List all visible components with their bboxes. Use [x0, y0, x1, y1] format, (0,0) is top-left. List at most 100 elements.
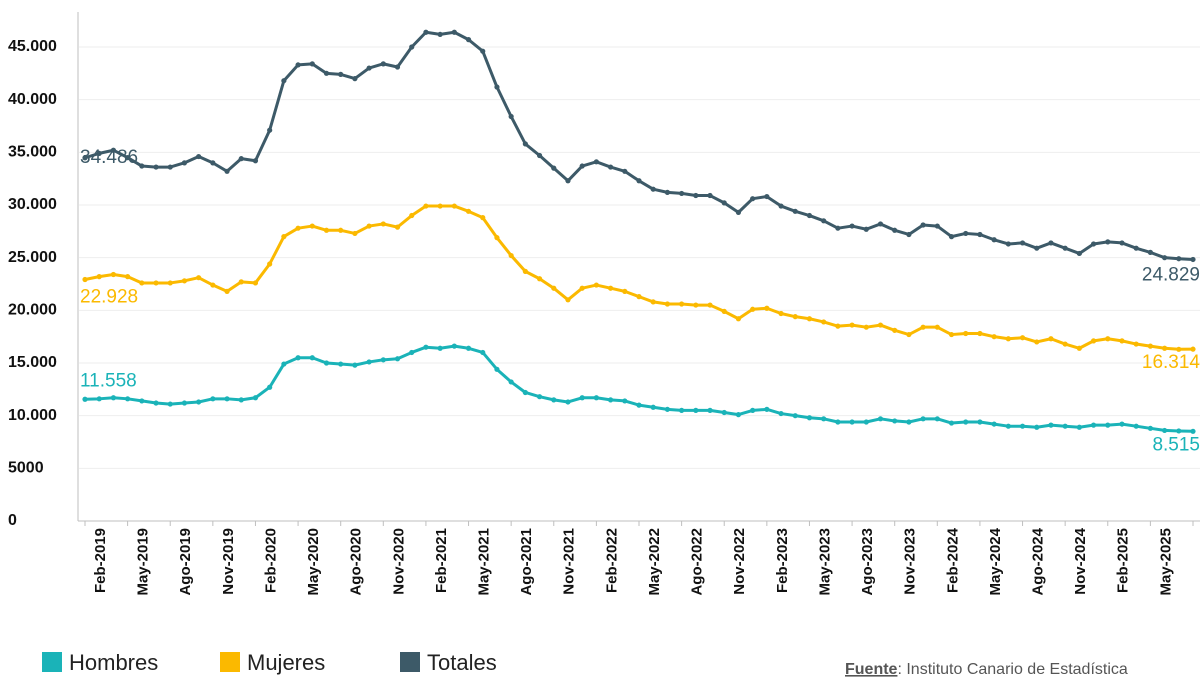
data-point — [522, 141, 528, 147]
data-point — [465, 345, 472, 351]
x-tick-label: Ago-2020 — [348, 528, 365, 596]
data-point — [906, 331, 912, 338]
data-point — [1005, 423, 1011, 429]
y-tick-label: 5000 — [8, 460, 44, 477]
data-point — [792, 314, 798, 320]
data-point — [693, 302, 699, 308]
data-point — [593, 395, 599, 401]
data-point — [593, 282, 599, 288]
data-point — [1005, 241, 1011, 247]
data-point — [821, 416, 827, 422]
data-point — [210, 160, 216, 166]
data-point — [451, 29, 457, 35]
data-label: 24.829 — [1142, 264, 1200, 285]
data-point — [394, 356, 401, 362]
data-point — [650, 404, 656, 410]
data-point — [650, 299, 656, 305]
data-point — [906, 231, 912, 238]
data-point — [267, 127, 273, 133]
data-point — [295, 355, 301, 361]
data-point — [380, 357, 386, 363]
data-point — [1048, 422, 1054, 428]
x-tick-label: Nov-2021 — [561, 528, 578, 595]
data-point — [792, 413, 798, 419]
data-label: 16.314 — [1142, 352, 1201, 373]
data-point — [536, 276, 543, 282]
data-point — [409, 44, 415, 50]
data-point — [352, 230, 358, 237]
data-point — [196, 153, 202, 160]
data-point — [934, 416, 940, 422]
x-tick-label: Ago-2025 — [1200, 528, 1202, 596]
data-point — [892, 227, 898, 233]
data-point — [735, 209, 742, 215]
data-point — [622, 168, 628, 174]
data-point — [522, 268, 528, 274]
data-point — [977, 419, 983, 425]
data-point — [750, 306, 756, 312]
data-point — [536, 152, 543, 159]
data-point — [1019, 240, 1026, 246]
data-point — [863, 324, 869, 330]
data-point — [1147, 249, 1153, 255]
x-tick-label: Feb-2024 — [944, 527, 961, 593]
series-line — [84, 204, 1194, 351]
data-point — [607, 397, 614, 403]
data-point — [679, 407, 685, 413]
data-point — [1076, 345, 1082, 351]
data-point — [309, 61, 315, 67]
data-point — [1119, 240, 1125, 246]
data-point — [267, 384, 273, 390]
data-point — [636, 178, 642, 184]
data-point — [735, 412, 742, 418]
data-point — [281, 234, 287, 240]
x-tick-label: Ago-2023 — [859, 528, 876, 596]
y-tick-label: 20.000 — [8, 302, 57, 319]
data-point — [849, 322, 855, 328]
data-label: 8.515 — [1152, 434, 1200, 455]
data-point — [480, 215, 486, 221]
data-point — [679, 301, 685, 307]
y-tick-label: 35.000 — [8, 144, 57, 161]
data-point — [622, 398, 628, 404]
data-point — [1105, 239, 1111, 245]
data-point — [679, 190, 685, 197]
data-point — [835, 323, 841, 329]
source-text: : Instituto Canario de Estadística — [897, 661, 1127, 677]
data-point — [1119, 421, 1125, 427]
data-point — [522, 389, 528, 396]
data-point — [82, 276, 88, 283]
data-point — [963, 419, 969, 425]
data-point — [465, 208, 472, 214]
x-tick-label: May-2024 — [987, 527, 1004, 595]
legend-swatch — [220, 652, 240, 672]
data-point — [1161, 345, 1168, 351]
data-point — [139, 280, 145, 286]
data-point — [352, 362, 358, 368]
x-tick-label: May-2023 — [816, 528, 833, 596]
data-point — [508, 252, 514, 259]
data-point — [636, 294, 642, 300]
data-point — [224, 288, 230, 294]
data-point — [806, 212, 813, 219]
data-point — [1048, 240, 1054, 246]
data-point — [1090, 241, 1097, 247]
data-label: 34.486 — [80, 147, 138, 168]
data-point — [934, 223, 940, 229]
data-point — [764, 305, 770, 311]
data-point — [707, 302, 713, 308]
data-point — [423, 29, 429, 35]
data-point — [778, 203, 784, 209]
data-point — [664, 189, 671, 195]
data-point — [295, 62, 301, 68]
data-point — [607, 164, 614, 170]
x-tick-label: Nov-2020 — [390, 528, 407, 595]
data-point — [1034, 245, 1040, 251]
data-point — [636, 402, 642, 408]
data-point — [565, 178, 571, 184]
data-point — [664, 406, 671, 412]
y-tick-label: 45.000 — [8, 38, 57, 55]
data-point — [394, 64, 401, 70]
x-tick-label: Feb-2022 — [603, 528, 620, 593]
data-point — [252, 158, 259, 164]
